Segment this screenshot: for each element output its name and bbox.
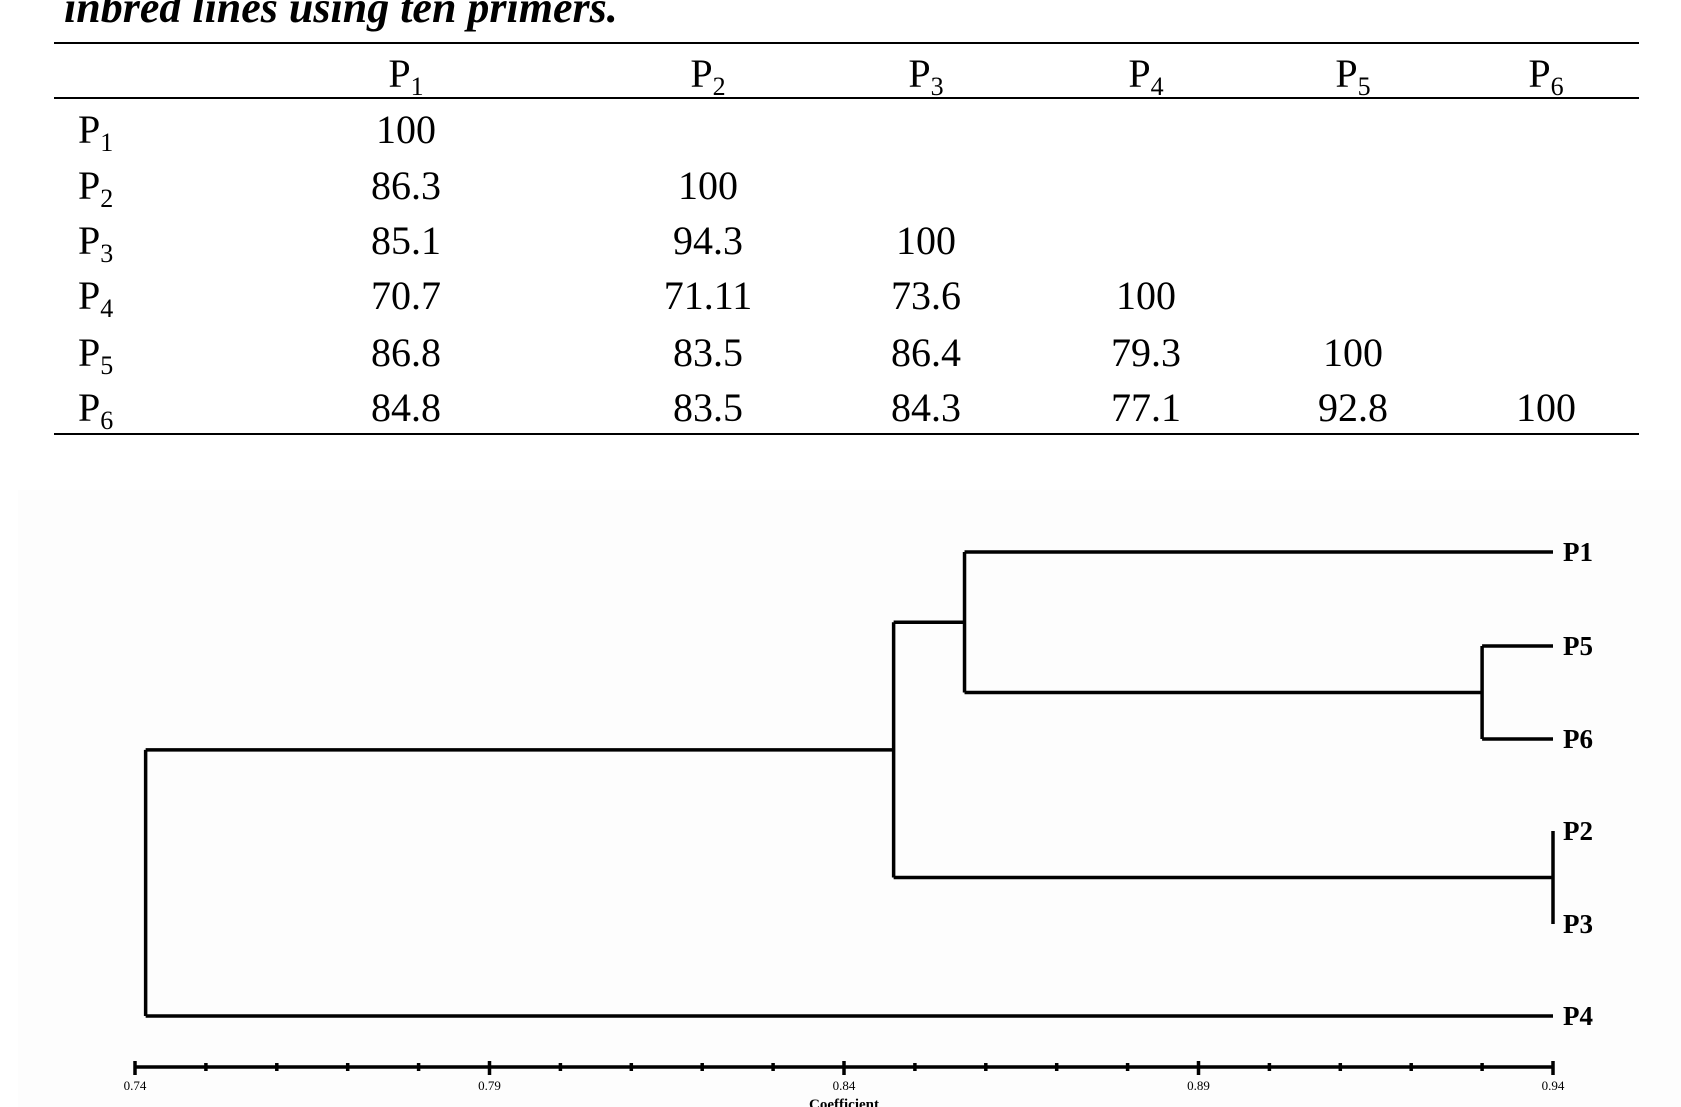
table-cell: 71.11 bbox=[663, 273, 753, 318]
table-cell: 83.5 bbox=[673, 330, 743, 375]
table-cell: 100 bbox=[1516, 385, 1576, 430]
table-cell: 77.1 bbox=[1111, 385, 1181, 430]
table-cell: 100 bbox=[376, 107, 436, 152]
leaf-label-P4: P4 bbox=[1563, 1001, 1593, 1031]
column-header: P5 bbox=[1335, 51, 1371, 101]
row-header: P5 bbox=[78, 330, 114, 380]
table-cell: 70.7 bbox=[371, 273, 441, 318]
table-header-rule bbox=[54, 97, 1639, 99]
row-header: P1 bbox=[78, 107, 114, 157]
table-cell: 100 bbox=[678, 163, 738, 208]
leaf-label-P3: P3 bbox=[1563, 909, 1593, 939]
x-tick-label: 0.89 bbox=[1187, 1078, 1210, 1093]
table-cell: 84.3 bbox=[891, 385, 961, 430]
table-cell: 86.3 bbox=[371, 163, 441, 208]
table-cell: 94.3 bbox=[673, 218, 743, 263]
x-tick-label: 0.74 bbox=[124, 1078, 147, 1093]
x-axis-title: Coefficient bbox=[809, 1097, 879, 1107]
dendrogram-figure: P1 P5 P6 P2 P3 P4 0.74 0.79 0.84 0.89 0.94 Coeffici… bbox=[124, 537, 1593, 1107]
table-caption: inbred lines using ten primers. bbox=[64, 0, 618, 32]
row-header: P3 bbox=[78, 218, 114, 268]
row-header: P6 bbox=[78, 385, 114, 435]
table-cell: 86.4 bbox=[891, 330, 961, 375]
table-cell: 79.3 bbox=[1111, 330, 1181, 375]
table-cell: 73.6 bbox=[891, 273, 961, 318]
table-cell: 86.8 bbox=[371, 330, 441, 375]
x-tick-label: 0.84 bbox=[833, 1078, 856, 1093]
column-header: P2 bbox=[690, 51, 726, 101]
table-cell: 100 bbox=[1323, 330, 1383, 375]
leaf-label-P6: P6 bbox=[1563, 724, 1593, 754]
table-cell: 83.5 bbox=[673, 385, 743, 430]
row-header: P2 bbox=[78, 163, 114, 213]
column-header: P4 bbox=[1128, 51, 1164, 101]
table-cell: 100 bbox=[896, 218, 956, 263]
leaf-label-P1: P1 bbox=[1563, 537, 1593, 567]
table-cell: 92.8 bbox=[1318, 385, 1388, 430]
x-tick-label: 0.79 bbox=[478, 1078, 501, 1093]
column-header: P6 bbox=[1528, 51, 1564, 101]
table-cell: 84.8 bbox=[371, 385, 441, 430]
leaf-label-P5: P5 bbox=[1563, 631, 1593, 661]
x-tick-label: 0.94 bbox=[1542, 1078, 1565, 1093]
table-cell: 85.1 bbox=[371, 218, 441, 263]
dendrogram-panel bbox=[18, 490, 1681, 1107]
row-header: P4 bbox=[78, 273, 114, 323]
table-cell: 100 bbox=[1116, 273, 1176, 318]
table-bottom-rule bbox=[54, 433, 1639, 435]
leaf-label-P2: P2 bbox=[1563, 816, 1593, 846]
column-header: P3 bbox=[908, 51, 944, 101]
column-header: P1 bbox=[388, 51, 424, 101]
table-top-rule bbox=[54, 42, 1639, 44]
